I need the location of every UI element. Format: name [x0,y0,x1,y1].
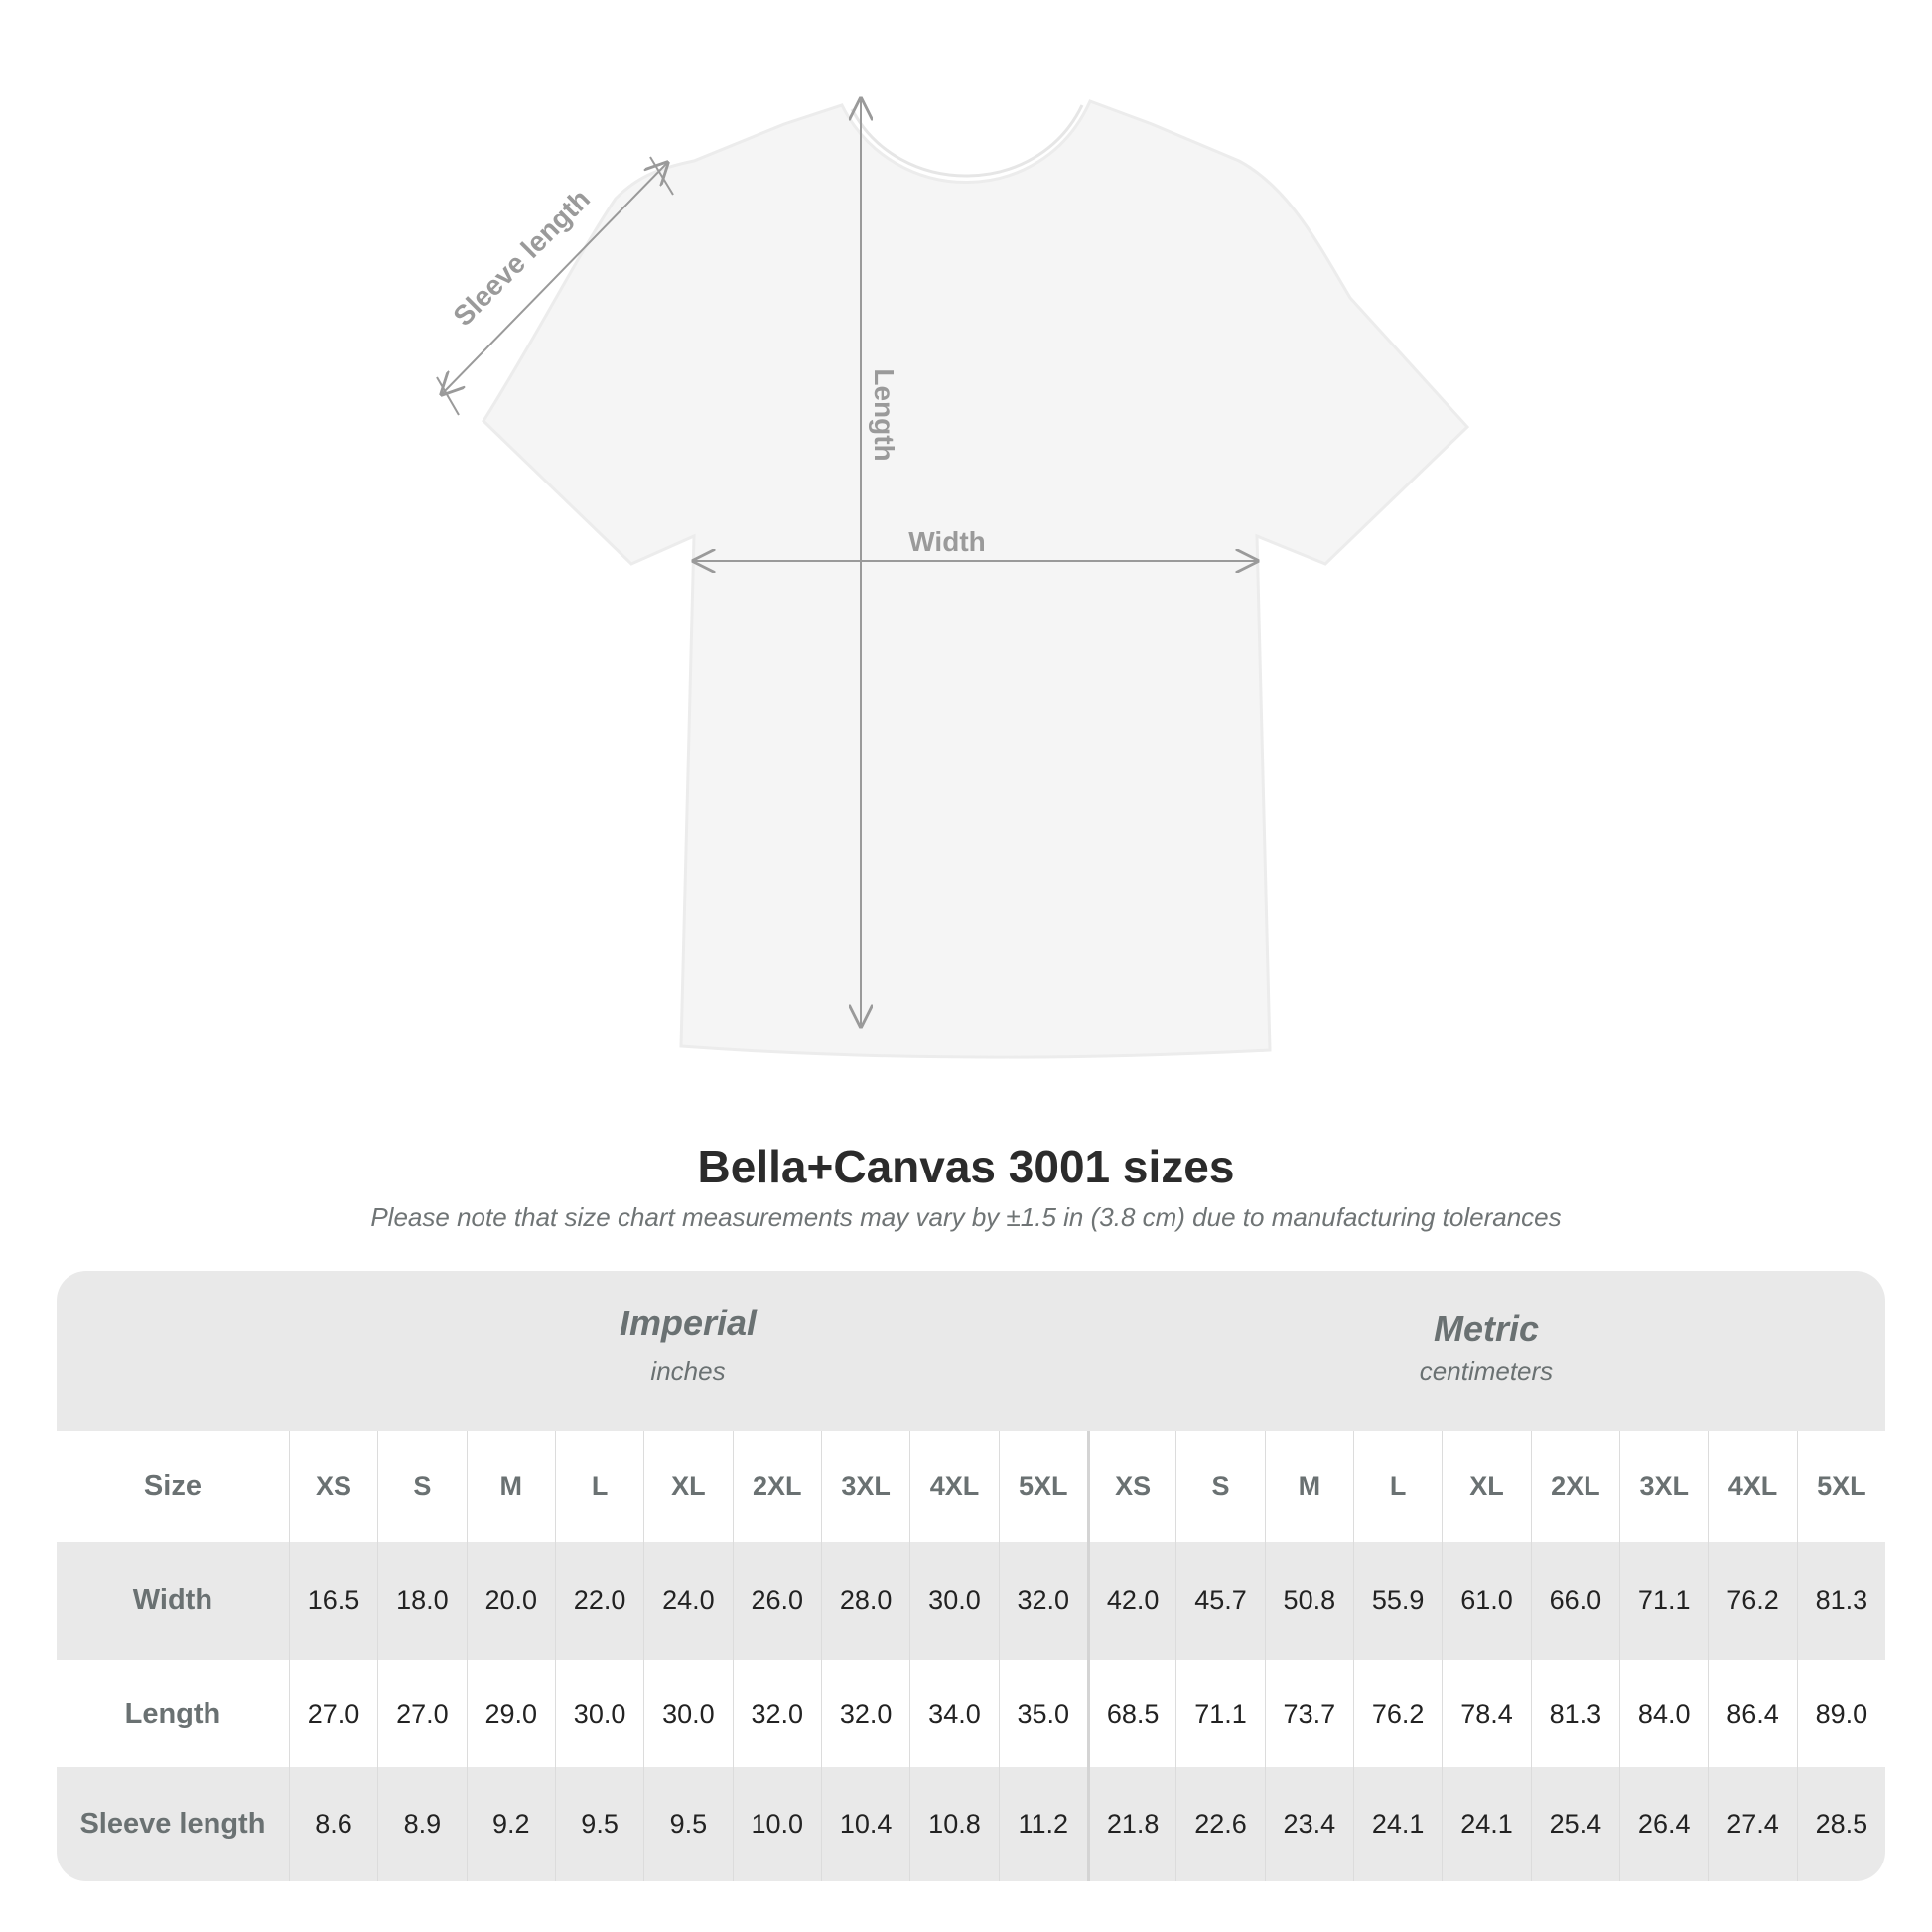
size-label: 4XL [909,1431,998,1542]
sleeve-measure-line [442,163,667,394]
table-cell: 18.0 [377,1542,466,1660]
table-cell: 8.9 [377,1767,466,1881]
table-cell: 71.1 [1175,1660,1264,1767]
table-cell: 32.0 [732,1660,821,1767]
size-label: 3XL [820,1431,909,1542]
table-cell: 24.0 [643,1542,732,1660]
row-label: Length [124,1697,221,1729]
imperial-group-header: Imperial inches [289,1303,1087,1387]
table-cell: 27.4 [1708,1767,1796,1881]
table-cell: 78.4 [1442,1660,1530,1767]
table-cell: 28.0 [820,1542,909,1660]
size-label: L [1353,1431,1442,1542]
table-cell: 11.2 [998,1767,1087,1881]
size-label: L [554,1431,643,1542]
table-cell: 73.7 [1264,1660,1353,1767]
table-cell: 24.1 [1353,1767,1442,1881]
table-cell: 16.5 [288,1542,377,1660]
page-title: Bella+Canvas 3001 sizes [697,1141,1235,1192]
size-label: 3XL [1619,1431,1708,1542]
table-cell: 76.2 [1353,1660,1442,1767]
size-label: M [1264,1431,1353,1542]
table-cell: 89.0 [1796,1660,1885,1767]
table-cell: 42.0 [1086,1542,1175,1660]
table-cell: 68.5 [1086,1660,1175,1767]
size-label: M [466,1431,555,1542]
table-cell: 26.4 [1619,1767,1708,1881]
table-cell: 21.8 [1086,1767,1175,1881]
table-cell: 29.0 [466,1660,555,1767]
table-cell: 22.6 [1175,1767,1264,1881]
size-label: S [1175,1431,1264,1542]
size-header-row: Size XS S M L XL 2XL 3XL 4XL 5XL XS S M L XL 2XL 3XL 4XL 5… [57,1431,1885,1542]
table-cell: 45.7 [1175,1542,1264,1660]
table-cell: 34.0 [909,1660,998,1767]
table-cell: 22.0 [554,1542,643,1660]
table-cell: 32.0 [998,1542,1087,1660]
row-label: Sleeve length [79,1808,266,1840]
size-label: 4XL [1708,1431,1796,1542]
length-label: Length [869,368,899,461]
width-label: Width [908,526,986,557]
table-cell: 86.4 [1708,1660,1796,1767]
size-header-label: Size [143,1469,202,1502]
table-cell: 23.4 [1264,1767,1353,1881]
tshirt-diagram: Sleeve length Length Width [436,0,1470,1059]
table-cell: 9.5 [643,1767,732,1881]
table-cell: 27.0 [288,1660,377,1767]
size-label: XL [1442,1431,1530,1542]
table-cell: 9.5 [554,1767,643,1881]
size-label: 5XL [998,1431,1087,1542]
table-cell: 55.9 [1353,1542,1442,1660]
table-cell: 8.6 [288,1767,377,1881]
size-label: XL [643,1431,732,1542]
size-table: Imperial inches Metric centimeters Size X… [57,1271,1885,1881]
table-cell: 35.0 [998,1660,1087,1767]
imperial-title: Imperial [619,1303,758,1343]
size-label: 5XL [1796,1431,1885,1542]
table-cell: 30.0 [554,1660,643,1767]
table-cell: 24.1 [1442,1767,1530,1881]
table-cell: 66.0 [1530,1542,1619,1660]
table-cell: 76.2 [1708,1542,1796,1660]
size-label: 2XL [1530,1431,1619,1542]
imperial-unit: inches [650,1356,726,1386]
tolerance-note: Please note that size chart measurements… [370,1202,1562,1232]
size-label: S [377,1431,466,1542]
metric-title: Metric [1433,1309,1540,1349]
table-cell: 20.0 [466,1542,555,1660]
sleeve-tick [436,376,460,416]
size-label: XS [1086,1431,1175,1542]
sleeve-tick [649,156,674,196]
table-cell: 61.0 [1442,1542,1530,1660]
table-cell: 25.4 [1530,1767,1619,1881]
table-cell: 27.0 [377,1660,466,1767]
table-cell: 10.0 [732,1767,821,1881]
table-cell: 84.0 [1619,1660,1708,1767]
metric-group-header: Metric centimeters [1087,1309,1885,1387]
size-label: 2XL [732,1431,821,1542]
row-label: Width [132,1585,213,1616]
table-cell: 10.4 [820,1767,909,1881]
table-cell: 10.8 [909,1767,998,1881]
table-cell: 81.3 [1796,1542,1885,1660]
table-cell: 9.2 [466,1767,555,1881]
collar [850,104,1084,178]
table-cell: 81.3 [1530,1660,1619,1767]
table-cell: 71.1 [1619,1542,1708,1660]
tshirt-shape [482,99,1470,1059]
table-row: Sleeve length 8.6 8.9 9.2 9.5 9.5 10.0 10.4 10.8… [57,1767,1885,1881]
table-row: Width 16.5 18.0 20.0 22.0 24.0 26.0 28.0 30.0 32.… [57,1542,1885,1660]
table-cell: 28.5 [1796,1767,1885,1881]
size-label: XS [288,1431,377,1542]
metric-unit: centimeters [1419,1356,1554,1386]
table-cell: 50.8 [1264,1542,1353,1660]
table-cell: 30.0 [909,1542,998,1660]
table-cell: 30.0 [643,1660,732,1767]
table-row: Length 27.0 27.0 29.0 30.0 30.0 32.0 32.0 34.0 35… [57,1660,1885,1767]
table-cell: 26.0 [732,1542,821,1660]
table-cell: 32.0 [820,1660,909,1767]
